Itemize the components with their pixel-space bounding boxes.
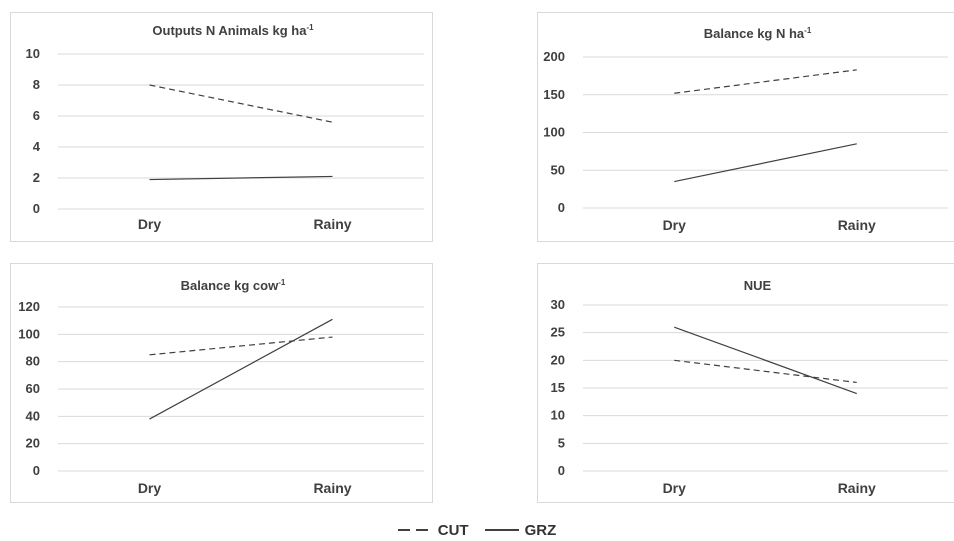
chart-title: Balance kg N ha-1 [704,26,812,41]
series-line-grz [674,326,857,395]
y-tick-label: 0 [558,463,565,478]
chart-title-text: Balance kg cow [181,278,279,293]
y-tick-label: 2 [33,170,40,185]
chart-nue: NUE 0 5 10 15 20 25 30 Dry Rainy [551,278,948,496]
legend-swatch-grz [484,529,519,531]
chart-title: Balance kg cow-1 [181,278,286,293]
y-tick-label: 10 [551,408,565,423]
series-line-grz [149,175,333,181]
chart-outputs: Outputs N Animals kg ha-1 0 2 4 6 8 10 Dry Rainy [26,23,424,232]
y-tick-label: 25 [551,325,565,340]
legend: CUT GRZ [0,520,954,540]
series-line-grz [674,143,857,183]
y-tick-label: 60 [26,381,40,396]
x-tick-label: Rainy [838,217,876,233]
y-tick-label: 80 [26,354,40,369]
y-tick-label: 30 [551,297,565,312]
y-tick-label: 120 [18,299,40,314]
chart-panel-balance-ha: Balance kg N ha-1 0 50 100 150 200 Dry Rainy [537,12,954,242]
chart-title-text: Outputs N Animals kg ha [152,23,307,38]
y-tick-label: 8 [33,77,40,92]
x-tick-label: Dry [138,216,162,232]
y-tick-label: 150 [543,87,565,102]
chart-panel-balance-cow: Balance kg cow-1 0 20 40 60 80 100 120 Dry Rainy [10,263,433,503]
x-tick-label: Rainy [838,480,876,496]
y-tick-label: 15 [551,380,565,395]
chart-title-superscript: -1 [804,26,812,35]
y-tick-label: 40 [26,408,40,423]
legend-label-cut: CUT [437,521,469,539]
y-tick-label: 20 [551,352,565,367]
series-line-cut [149,84,333,123]
chart-panel-outputs: Outputs N Animals kg ha-1 0 2 4 6 8 10 Dry Rainy [10,12,433,242]
y-tick-label: 50 [551,162,565,177]
legend-item-cut: CUT [397,521,469,539]
chart-balance-cow: Balance kg cow-1 0 20 40 60 80 100 120 Dry Rainy [18,278,424,496]
y-tick-label: 20 [26,436,40,451]
series-line-grz [149,318,333,420]
y-tick-label: 10 [26,46,40,61]
series-line-cut [674,69,857,94]
chart-title: Outputs N Animals kg ha-1 [152,23,314,38]
chart-panel-nue: NUE 0 5 10 15 20 25 30 Dry Rainy [537,263,954,503]
chart-balance-ha: Balance kg N ha-1 0 50 100 150 200 Dry Rainy [543,26,948,233]
y-tick-label: 200 [543,49,565,64]
series-line-cut [674,359,857,384]
y-tick-label: 100 [543,125,565,140]
y-tick-label: 0 [33,201,40,216]
chart-title-superscript: -1 [306,23,314,32]
x-tick-label: Rainy [313,480,351,496]
x-tick-label: Dry [138,480,162,496]
chart-title-superscript: -1 [278,278,286,287]
x-tick-label: Rainy [313,216,351,232]
legend-item-grz: GRZ [484,521,557,539]
y-tick-label: 5 [558,435,565,450]
chart-title: NUE [744,278,772,293]
x-tick-label: Dry [663,480,687,496]
chart-title-text: NUE [744,278,772,293]
legend-label-grz: GRZ [524,521,557,539]
chart-title-text: Balance kg N ha [704,26,805,41]
series-line-cut [149,336,333,356]
y-tick-label: 0 [558,200,565,215]
y-tick-label: 4 [33,139,41,154]
y-tick-label: 0 [33,463,40,478]
y-tick-label: 100 [18,326,40,341]
y-tick-label: 6 [33,108,40,123]
x-tick-label: Dry [663,217,687,233]
legend-swatch-cut [397,529,432,531]
